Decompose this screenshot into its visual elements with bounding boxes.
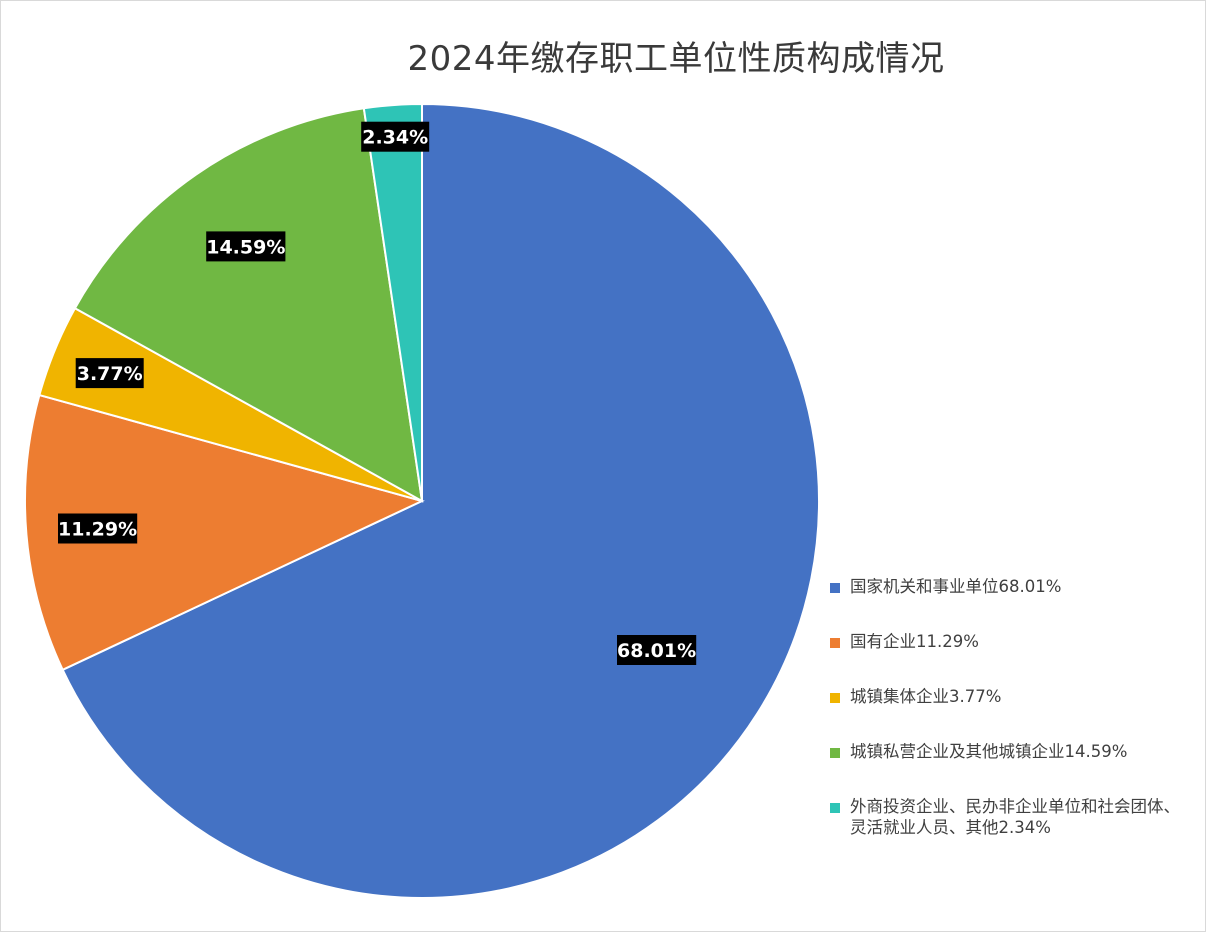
data-label-text: 14.59%	[206, 236, 285, 258]
data-label-background	[206, 231, 286, 262]
slice-urban-private-enterprises	[73, 107, 424, 503]
legend-swatch	[830, 583, 840, 593]
data-label-text: 2.34%	[362, 127, 428, 149]
slice-foreign-and-other	[362, 102, 423, 502]
slice-government-institutions	[61, 102, 820, 899]
legend-label: 城镇私营企业及其他城镇企业14.59%	[850, 742, 1128, 761]
legend-label: 外商投资企业、民办非企业单位和社会团体、灵活就业人员、其他2.34%	[850, 797, 1180, 837]
legend-label: 城镇集体企业3.77%	[850, 687, 1002, 706]
legend-item-urban-private-enterprises: 城镇私营企业及其他城镇企业14.59%	[830, 741, 1190, 762]
data-label-background	[58, 513, 138, 544]
data-label-3: 14.59%	[206, 231, 286, 262]
legend-swatch	[830, 748, 840, 758]
data-label-2: 3.77%	[75, 358, 144, 389]
legend-item-foreign-and-other: 外商投资企业、民办非企业单位和社会团体、灵活就业人员、其他2.34%	[830, 796, 1190, 838]
legend-swatch	[830, 693, 840, 703]
legend-swatch	[830, 803, 840, 813]
data-label-text: 11.29%	[58, 519, 137, 541]
chart-legend: 国家机关和事业单位68.01% 国有企业11.29% 城镇集体企业3.77% 城镇私营…	[830, 576, 1190, 872]
legend-item-government-institutions: 国家机关和事业单位68.01%	[830, 576, 1190, 597]
data-label-1: 11.29%	[58, 513, 138, 544]
legend-swatch	[830, 638, 840, 648]
slice-state-owned-enterprises	[24, 393, 425, 672]
legend-item-state-owned-enterprises: 国有企业11.29%	[830, 631, 1190, 652]
data-label-text: 3.77%	[77, 363, 143, 385]
data-label-4: 2.34%	[361, 121, 430, 152]
data-label-0: 68.01%	[617, 635, 697, 665]
data-label-text: 68.01%	[617, 640, 696, 662]
data-label-background	[617, 635, 697, 665]
chart-title: 2024年缴存职工单位性质构成情况	[407, 39, 945, 79]
legend-label: 国有企业11.29%	[850, 632, 979, 651]
legend-item-urban-collective-enterprises: 城镇集体企业3.77%	[830, 686, 1190, 707]
data-label-background	[361, 121, 430, 152]
legend-label: 国家机关和事业单位68.01%	[850, 577, 1062, 596]
data-label-background	[75, 358, 144, 389]
